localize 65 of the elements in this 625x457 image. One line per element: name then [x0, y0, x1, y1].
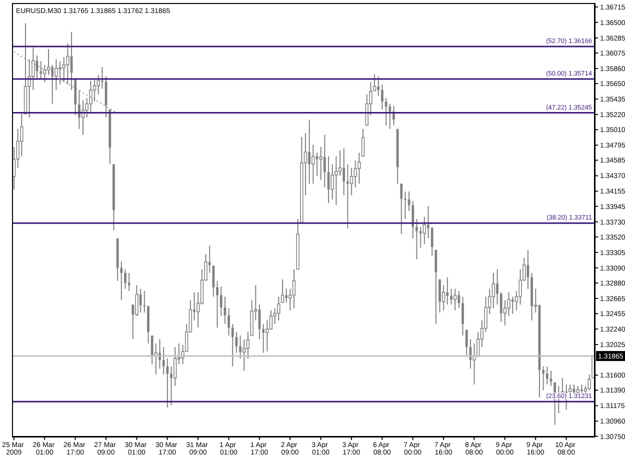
candlestick [408, 191, 410, 212]
candlestick [58, 60, 62, 85]
candlestick [546, 366, 548, 385]
candlestick [492, 272, 496, 309]
candlestick [465, 329, 468, 356]
candlestick [511, 296, 514, 314]
candlestick [292, 268, 296, 309]
candlestick [269, 310, 273, 330]
candlestick [404, 191, 406, 220]
candlestick [128, 272, 130, 292]
candlestick [78, 90, 80, 130]
candlestick [124, 268, 126, 290]
candlestick [342, 148, 346, 196]
candlestick [120, 260, 123, 301]
candlestick [419, 226, 422, 248]
candlestick [496, 268, 498, 306]
candlestick [346, 164, 349, 229]
candlestick [377, 76, 380, 96]
candlestick [350, 167, 354, 196]
candlestick [412, 200, 414, 239]
candlestick [308, 119, 311, 184]
candlestick [323, 134, 326, 188]
candlestick [231, 324, 234, 367]
candlestick [212, 265, 215, 298]
candlestick [453, 288, 457, 311]
candlestick [101, 66, 104, 90]
candlestick [358, 152, 361, 184]
candlestick [388, 103, 392, 130]
candlestick [277, 296, 280, 321]
candlestick [372, 74, 376, 92]
candlestick [166, 358, 169, 408]
candlestick [104, 76, 108, 118]
candlestick [285, 288, 288, 303]
candlestick [446, 276, 449, 306]
candlestick [40, 60, 42, 80]
candlestick [427, 205, 430, 239]
candlestick [280, 278, 284, 303]
candlestick [500, 292, 502, 322]
candlestick [416, 218, 418, 260]
candlestick [228, 308, 230, 336]
candlestick [469, 338, 472, 370]
candlestick [400, 183, 403, 235]
candlestick [46, 48, 50, 76]
candlestick [220, 286, 222, 317]
candlestick [450, 288, 452, 306]
candlestick [239, 335, 242, 360]
candlestick [580, 384, 583, 394]
candlestick [542, 366, 545, 391]
candlestick [434, 249, 438, 324]
candlestick [216, 280, 218, 328]
candlestick [162, 346, 165, 375]
candlestick [150, 335, 154, 365]
candlestick [381, 84, 384, 110]
candlestick [458, 290, 460, 309]
candlestick [462, 296, 464, 336]
candlestick [262, 324, 265, 354]
candlestick [438, 278, 441, 313]
candlestick [242, 338, 246, 372]
candlestick [361, 128, 365, 157]
candlestick [430, 226, 434, 256]
candlestick [89, 80, 92, 114]
candlestick [92, 78, 96, 102]
candlestick [51, 64, 54, 104]
candlestick [266, 320, 269, 352]
candlestick [139, 288, 142, 313]
